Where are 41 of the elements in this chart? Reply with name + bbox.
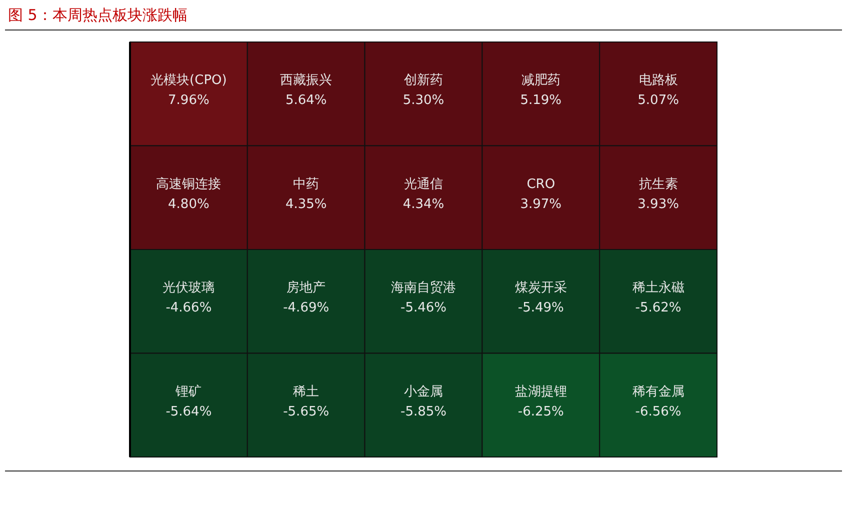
category-label: 中药 <box>293 176 320 192</box>
data-label: -4.69% <box>283 300 330 316</box>
category-label: 小金属 <box>404 384 443 400</box>
data-label: -6.25% <box>518 404 564 420</box>
category-label: 创新药 <box>404 73 443 88</box>
text: 图 5：本周热点板块涨跌幅 <box>8 6 188 24</box>
data-label: 4.34% <box>402 196 444 212</box>
data-label: 4.35% <box>285 196 327 212</box>
category-label: CRO <box>526 176 556 192</box>
data-label: -5.46% <box>400 300 446 316</box>
category-label: 稀土永磁 <box>632 280 684 296</box>
category-label: 煤炭开采 <box>514 280 567 296</box>
data-label: -5.49% <box>518 300 564 316</box>
data-label: -6.56% <box>635 404 682 420</box>
category-label: 稀有金属 <box>632 384 684 400</box>
data-label: 7.96% <box>168 93 210 108</box>
data-label: 5.30% <box>402 93 444 108</box>
data-label: 3.97% <box>520 196 562 212</box>
data-label: -5.64% <box>166 404 212 420</box>
data-label: -5.85% <box>400 404 446 420</box>
category-label: 电路板 <box>638 73 678 88</box>
category-label: 光伏玻璃 <box>162 280 215 296</box>
data-label: 5.07% <box>638 93 679 108</box>
category-label: 海南自贸港 <box>391 280 456 296</box>
category-label: 盐湖提锂 <box>514 384 567 400</box>
data-label: 5.64% <box>285 93 327 108</box>
data-label: 3.93% <box>638 196 679 212</box>
category-label: 西藏振兴 <box>280 73 332 88</box>
category-label: 抗生素 <box>638 176 678 192</box>
category-label: 稀土 <box>293 384 320 400</box>
category-label: 光通信 <box>404 176 443 192</box>
data-label: -5.65% <box>283 404 330 420</box>
data-label: 4.80% <box>168 196 210 212</box>
category-label: 光模块(CPO) <box>150 73 227 88</box>
data-label: -4.66% <box>166 300 212 316</box>
data-label: -5.62% <box>635 300 682 316</box>
category-label: 高速铜连接 <box>156 176 222 192</box>
category-label: 锂矿 <box>174 384 202 400</box>
category-label: 减肥药 <box>521 73 560 88</box>
data-label: 5.19% <box>520 93 562 108</box>
category-label: 房地产 <box>286 280 326 296</box>
